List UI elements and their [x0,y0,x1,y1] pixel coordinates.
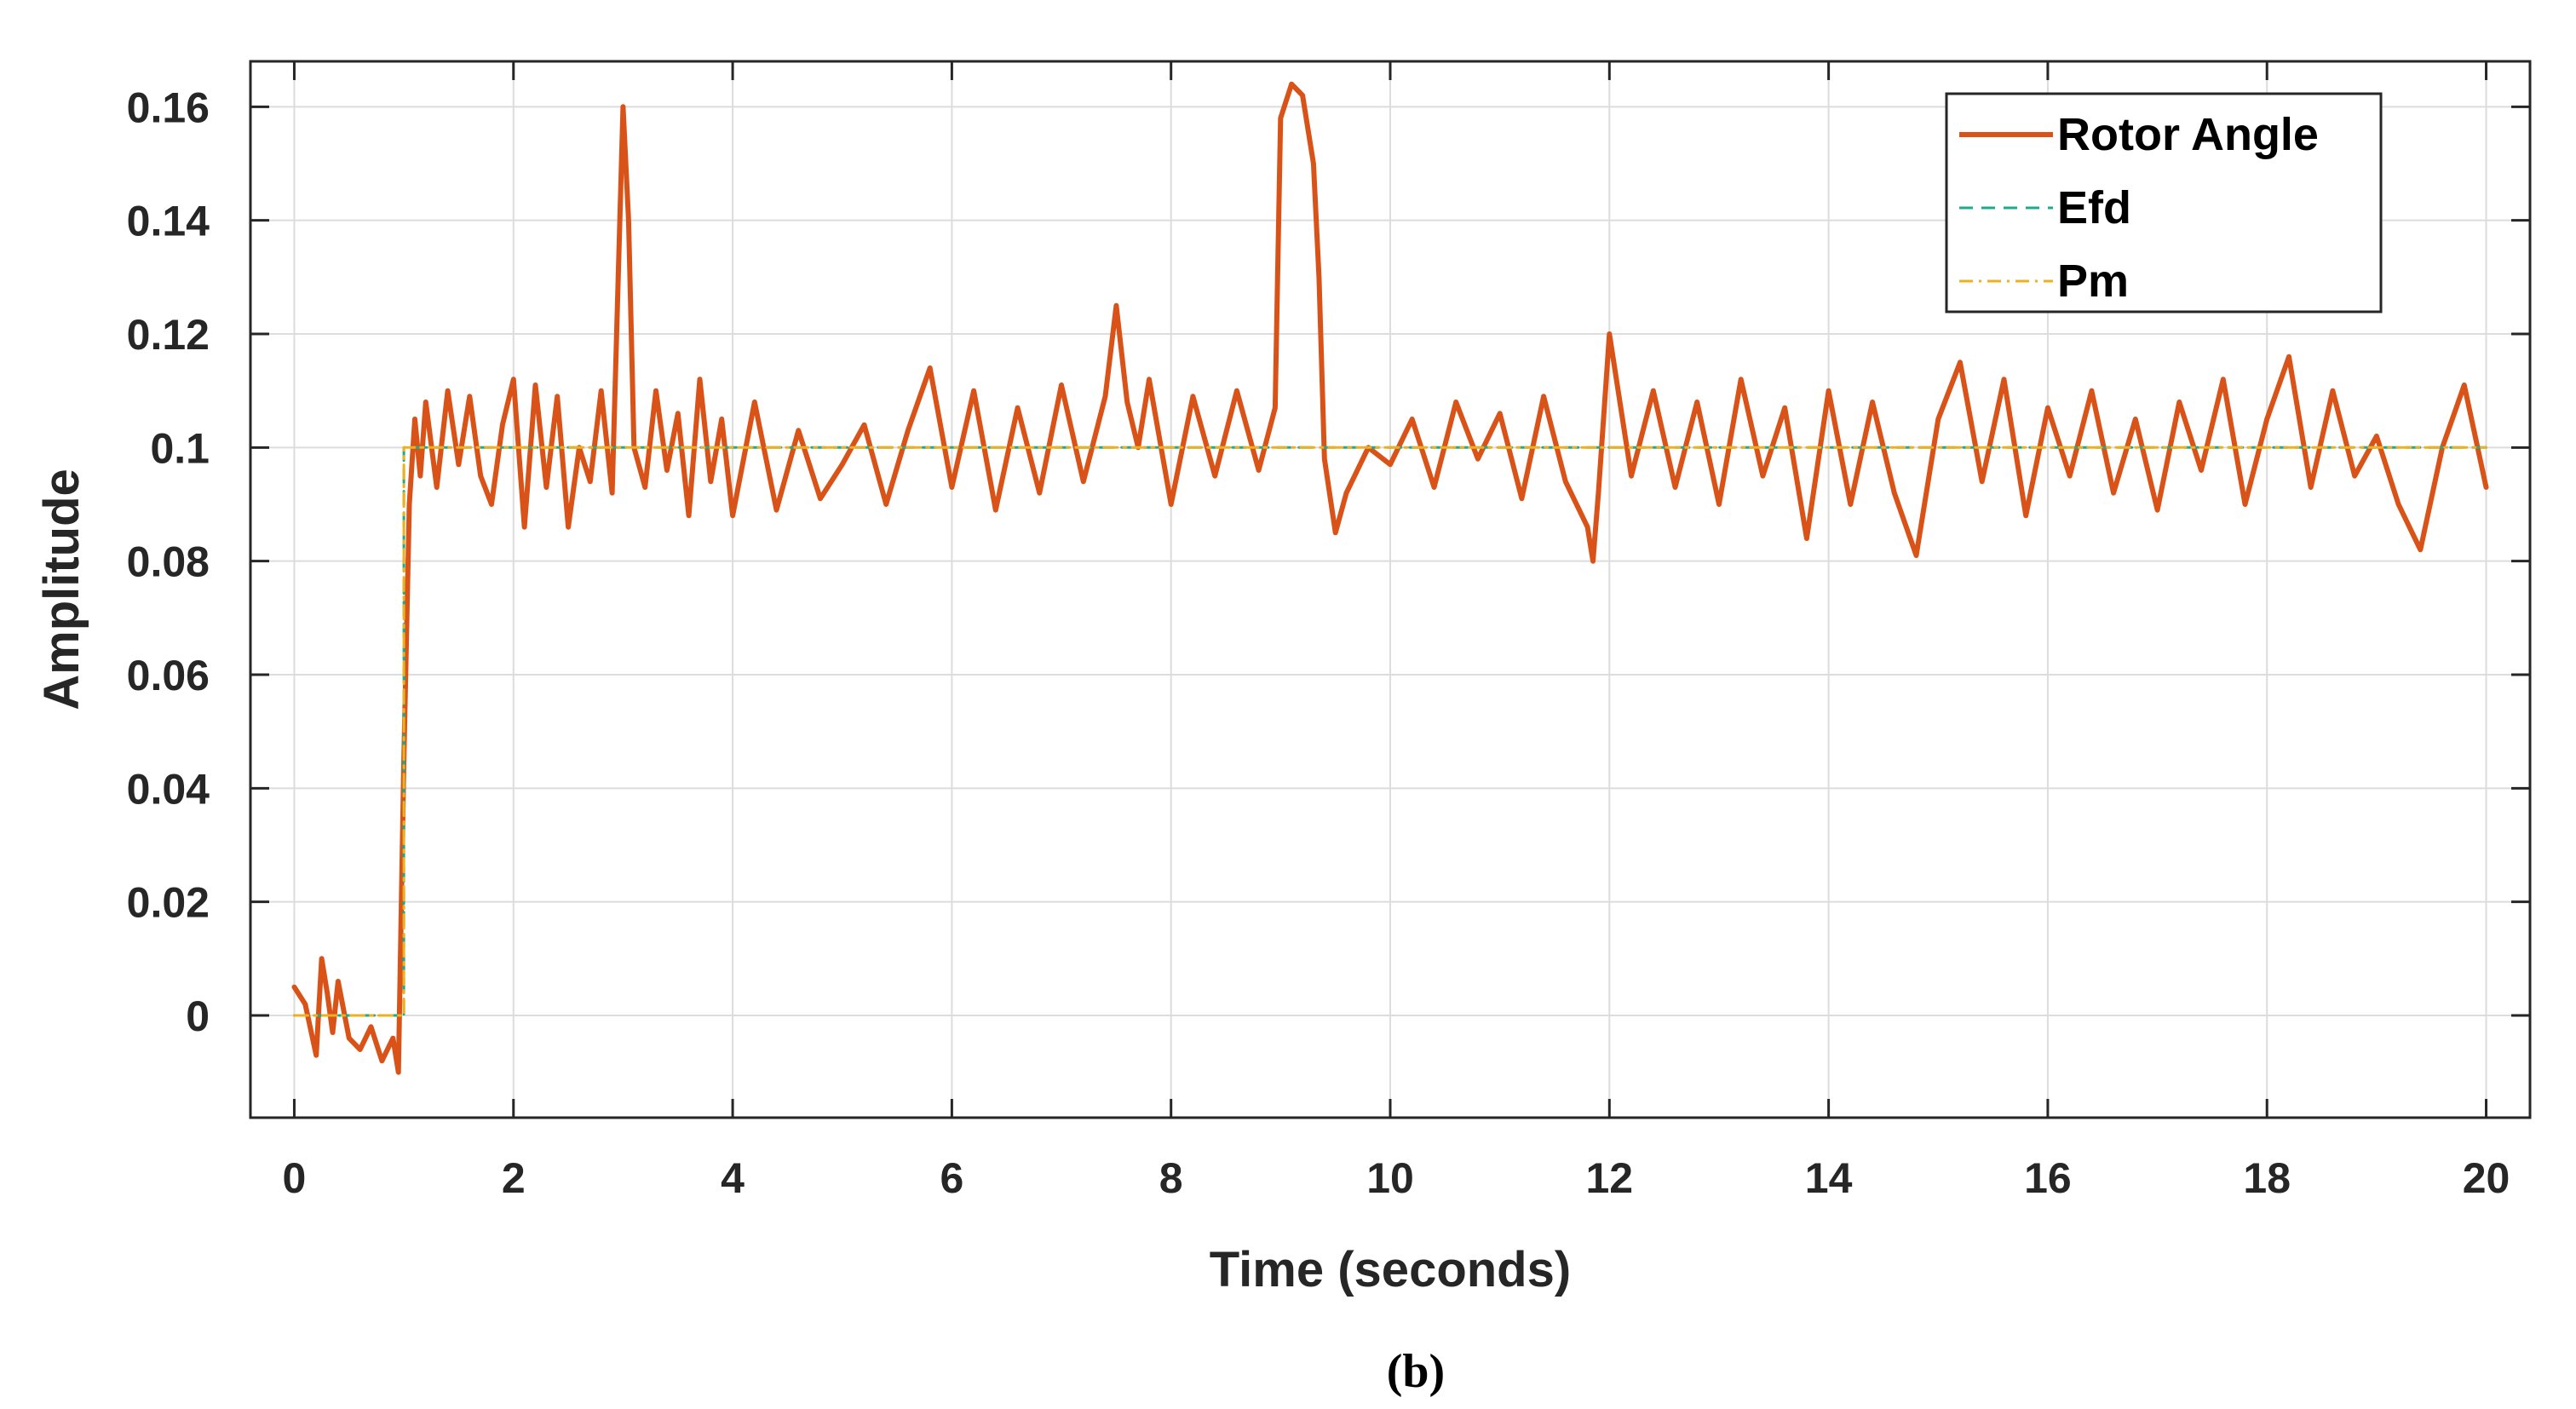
x-tick-label: 12 [1585,1154,1633,1202]
x-tick-label: 14 [1805,1154,1853,1202]
legend: Rotor Angle Efd Pm [1945,92,2383,313]
x-tick-label: 16 [2024,1154,2072,1202]
y-tick-label: 0.04 [127,765,210,813]
x-tick-label: 2 [502,1154,526,1202]
x-axis-title: Time (seconds) [1210,1242,1571,1297]
y-axis: 0 0.02 0.04 0.06 0.08 0.1 0.12 0.14 0.16 [127,83,2530,1040]
series-layer [291,81,2489,1075]
y-tick-label: 0.08 [127,538,210,586]
x-tick-label: 4 [721,1154,745,1202]
x-axis: 0 2 4 6 8 10 12 14 16 18 20 [283,61,2510,1202]
legend-label-efd: Efd [2057,182,2131,233]
x-tick-label: 18 [2243,1154,2291,1202]
y-tick-label: 0 [186,992,210,1040]
x-tick-label: 6 [940,1154,963,1202]
y-tick-label: 0.16 [127,83,210,131]
x-tick-label: 20 [2463,1154,2510,1202]
y-tick-label: 0.14 [127,198,210,245]
series-line-rotor-angle [291,81,2489,1075]
figure-caption: (b) [1387,1345,1445,1398]
legend-box [1945,92,2383,313]
x-tick-label: 10 [1366,1154,1414,1202]
y-axis-title: Amplitude [34,469,89,710]
y-tick-label: 0.06 [127,652,210,699]
x-tick-label: 0 [283,1154,307,1202]
y-tick-label: 0.02 [127,879,210,927]
legend-label-pm: Pm [2057,256,2129,307]
y-tick-label: 0.1 [150,424,210,472]
series-line-pm [293,446,2487,1017]
y-tick-label: 0.12 [127,311,210,359]
legend-label-rotor-angle: Rotor Angle [2057,109,2319,160]
x-tick-label: 8 [1159,1154,1183,1202]
